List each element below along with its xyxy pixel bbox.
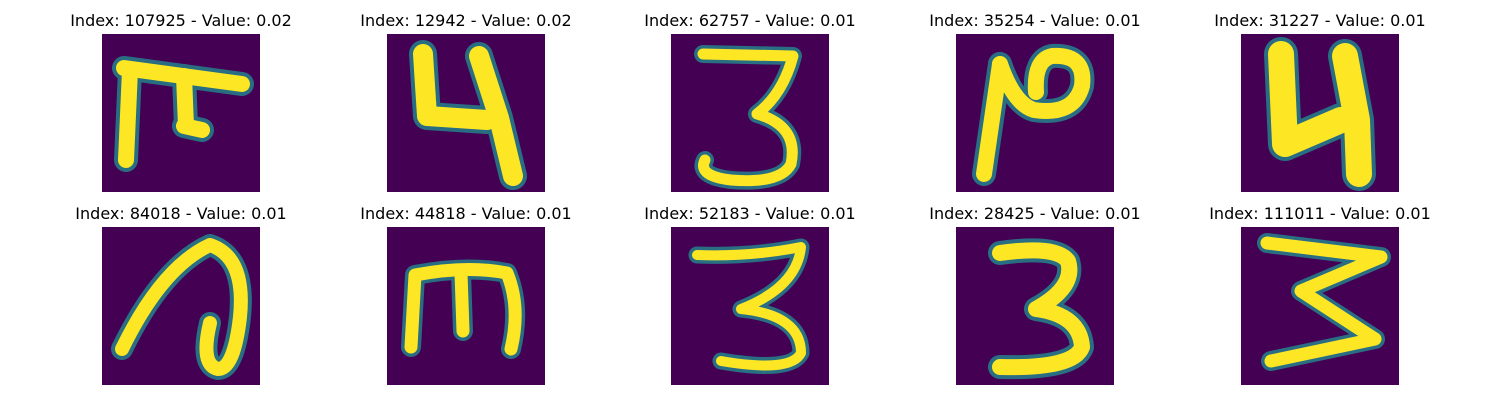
panel-title: Index: 111011 - Value: 0.01 <box>1209 204 1431 223</box>
panel-title: Index: 28425 - Value: 0.01 <box>929 204 1141 223</box>
digit-image <box>956 34 1114 192</box>
digit-image <box>956 227 1114 385</box>
panel-title: Index: 62757 - Value: 0.01 <box>644 11 856 30</box>
panel-title: Index: 12942 - Value: 0.02 <box>360 11 572 30</box>
digit-image <box>1241 34 1399 192</box>
digit-image <box>102 227 260 385</box>
digit-image <box>671 227 829 385</box>
digit-image <box>671 34 829 192</box>
panel-title: Index: 31227 - Value: 0.01 <box>1214 11 1426 30</box>
digit-image <box>102 34 260 192</box>
panel-title: Index: 107925 - Value: 0.02 <box>70 11 292 30</box>
panel-title: Index: 84018 - Value: 0.01 <box>75 204 287 223</box>
panel-title: Index: 44818 - Value: 0.01 <box>360 204 572 223</box>
digit-image <box>387 227 545 385</box>
panel-title: Index: 52183 - Value: 0.01 <box>644 204 856 223</box>
digit-image <box>1241 227 1399 385</box>
digit-image <box>387 34 545 192</box>
panel-title: Index: 35254 - Value: 0.01 <box>929 11 1141 30</box>
